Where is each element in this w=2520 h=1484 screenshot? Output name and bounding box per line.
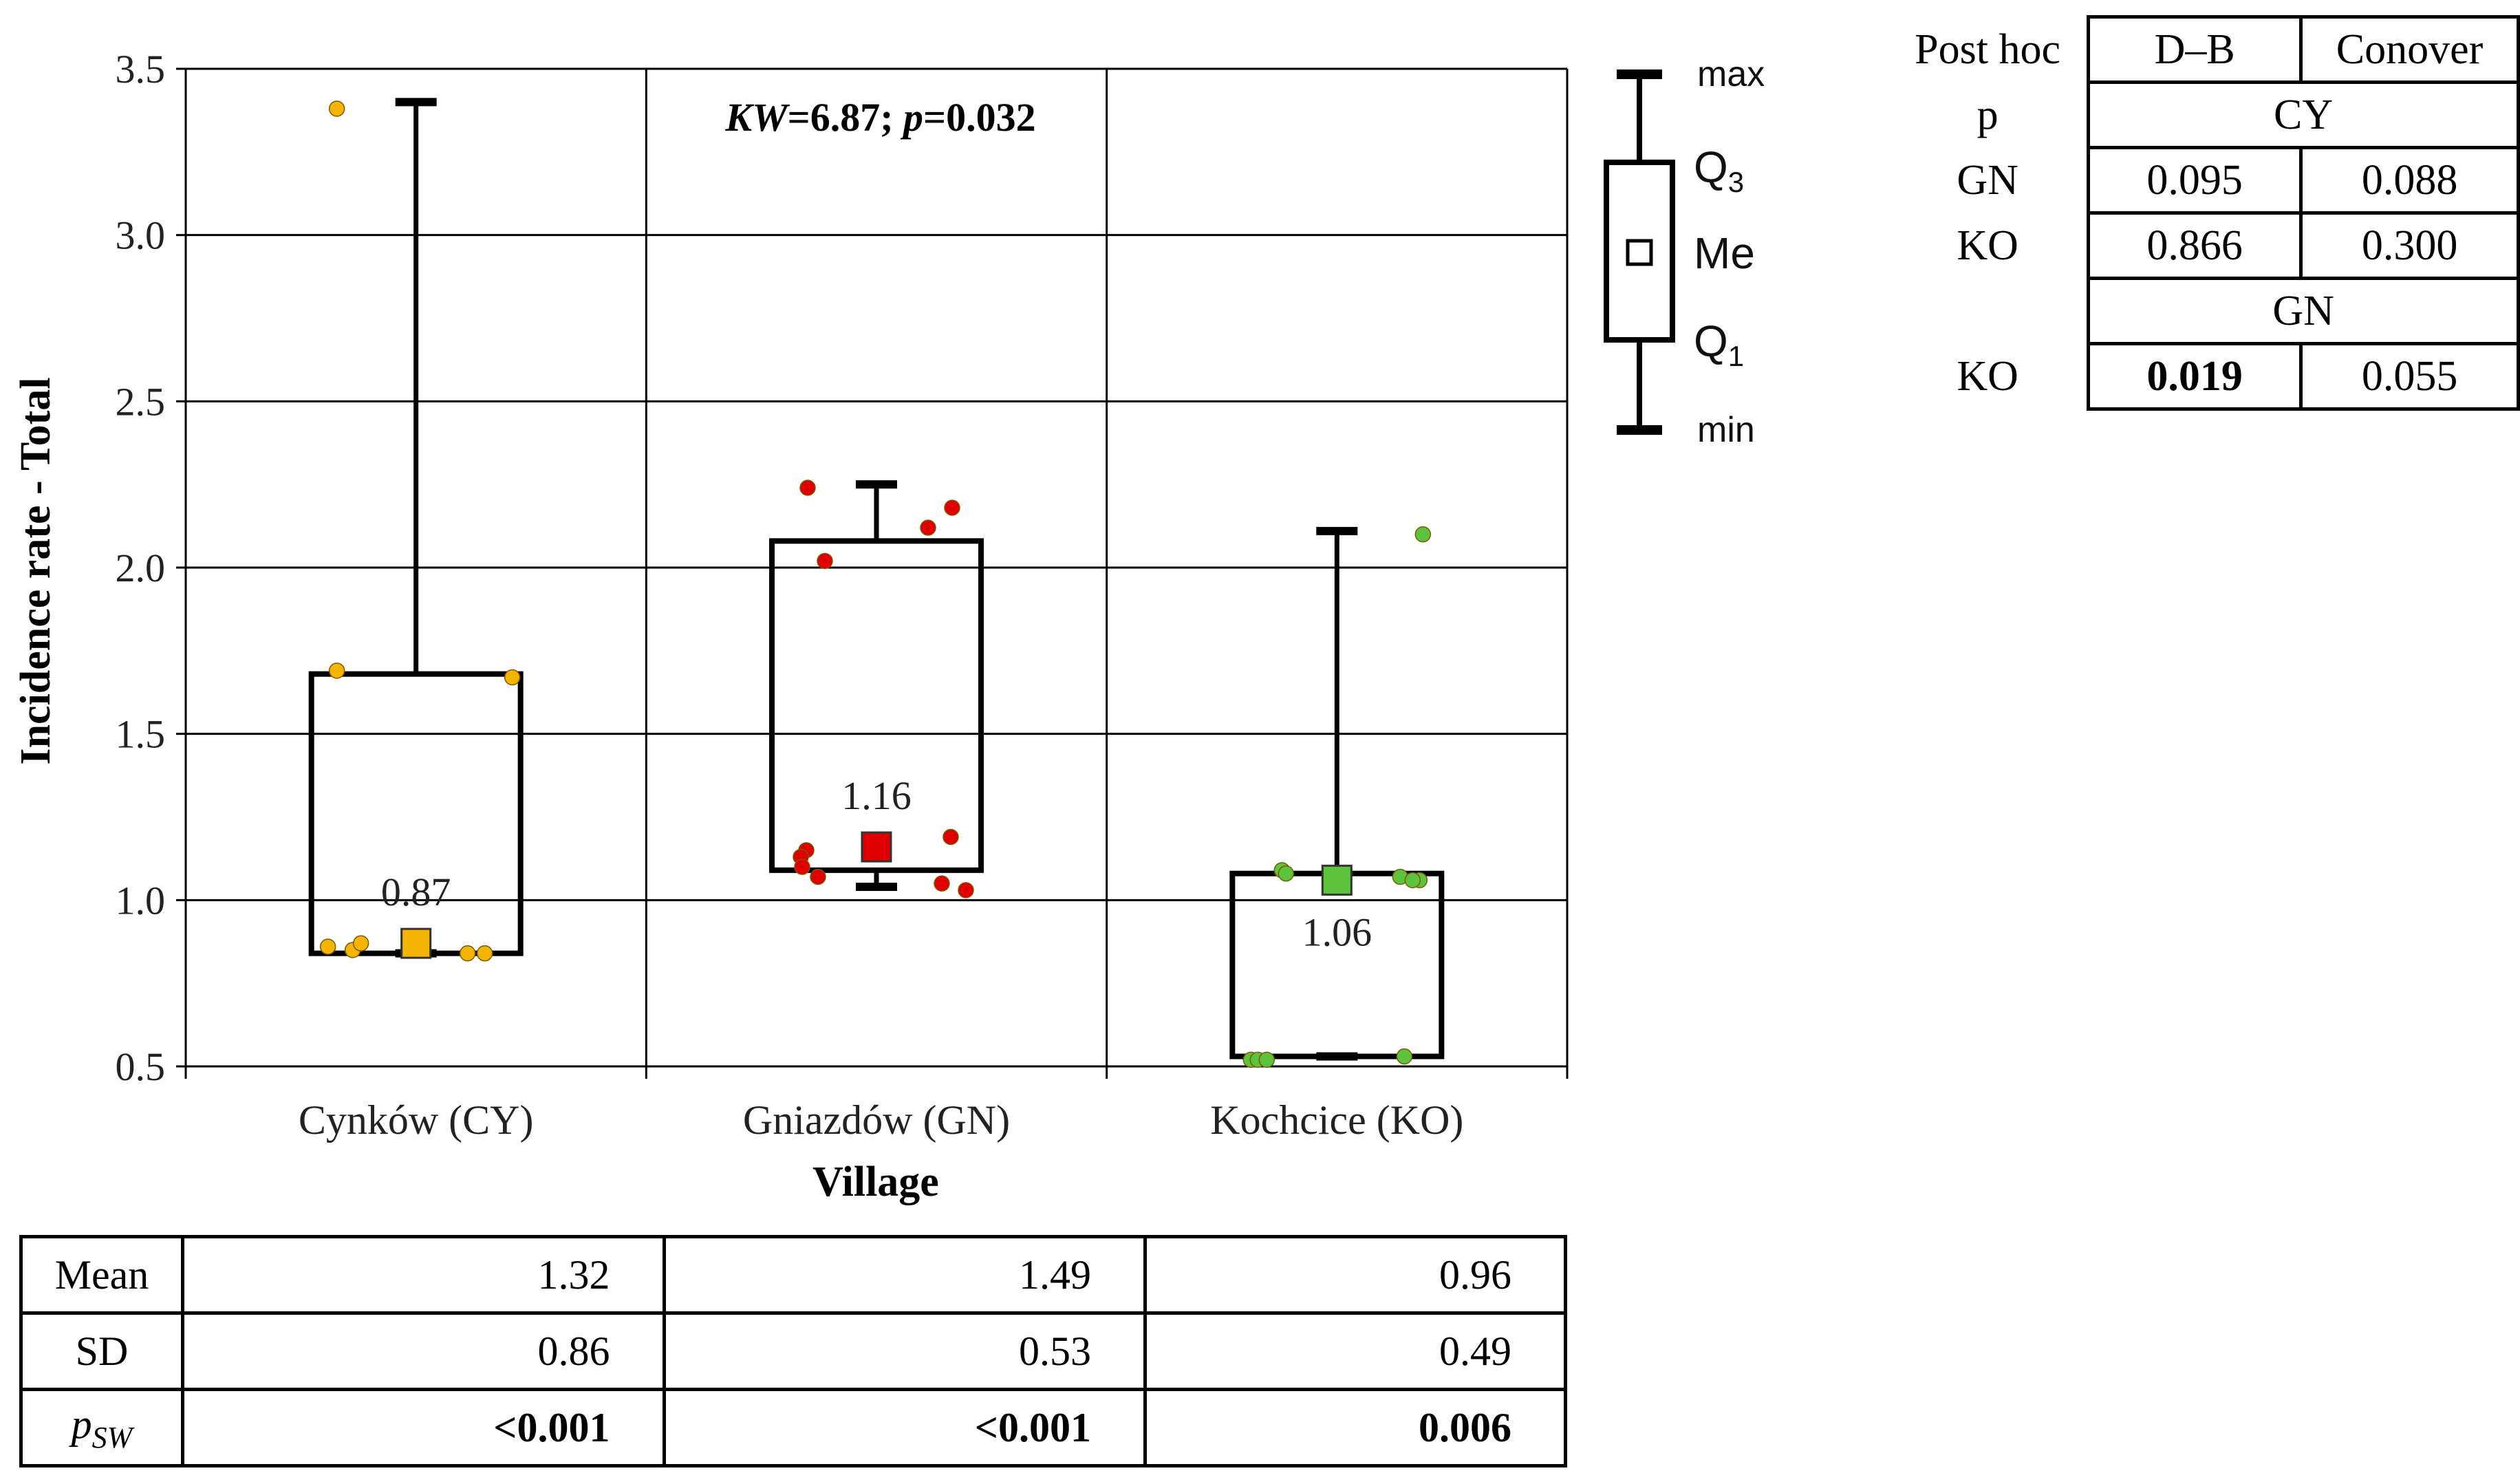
boxplot-legend: max Q3 Me Q1 min bbox=[1604, 54, 1765, 450]
data-point bbox=[1414, 526, 1432, 543]
legend-min: min bbox=[1697, 410, 1755, 450]
data-point bbox=[504, 669, 521, 686]
posthoc-cell: 0.019 bbox=[2087, 342, 2303, 411]
posthoc-row-label: KO bbox=[1957, 352, 2018, 400]
stats-cell: 0.53 bbox=[662, 1311, 1147, 1391]
data-point bbox=[352, 935, 369, 951]
p-value: =0.032 bbox=[923, 95, 1036, 140]
posthoc-title: Post hoc bbox=[1915, 25, 2061, 73]
posthoc-table: Post hoc D–B Conover p CY GN 0.095 0.088… bbox=[1888, 15, 2520, 411]
y-tick-label: 2.5 bbox=[116, 379, 166, 424]
data-point bbox=[934, 875, 950, 892]
psw-sub: SW bbox=[91, 1420, 133, 1454]
stats-cell: 0.49 bbox=[1143, 1311, 1567, 1391]
summary-stats-table: Mean 1.32 1.49 0.96 SD 0.86 0.53 0.49 pS… bbox=[19, 1235, 1567, 1467]
median-label: 1.16 bbox=[841, 773, 912, 818]
data-point bbox=[1396, 1048, 1413, 1065]
data-point bbox=[1258, 1051, 1275, 1068]
median-marker-icon bbox=[1626, 239, 1653, 266]
y-tick-label: 0.5 bbox=[116, 1044, 166, 1089]
posthoc-row-label: KO bbox=[1957, 222, 2018, 269]
data-point bbox=[799, 480, 816, 496]
posthoc-group-cy: CY bbox=[2087, 80, 2520, 149]
stats-cell: 1.32 bbox=[181, 1235, 666, 1315]
median-marker bbox=[400, 927, 432, 959]
y-tick-label: 3.0 bbox=[116, 213, 166, 258]
posthoc-group-gn: GN bbox=[2087, 277, 2520, 345]
stats-cell: 0.006 bbox=[1143, 1388, 1567, 1467]
data-point bbox=[328, 100, 345, 117]
data-point bbox=[817, 552, 833, 570]
stats-label-psw: pSW bbox=[19, 1388, 184, 1467]
legend-max: max bbox=[1697, 54, 1765, 94]
data-point bbox=[943, 828, 959, 846]
data-point bbox=[920, 519, 936, 536]
posthoc-row-label: GN bbox=[1957, 156, 2018, 204]
x-axis-categories: Cynków (CY) Gniazdów (GN) Kochcice (KO) bbox=[299, 1097, 1464, 1143]
y-axis-ticks: 0.5 1.0 1.5 2.0 2.5 3.0 3.5 bbox=[116, 47, 186, 1089]
psw-main: p bbox=[71, 1401, 92, 1447]
box-group: 1.06 bbox=[1229, 526, 1445, 1068]
data-point bbox=[459, 945, 476, 962]
posthoc-col-conover: Conover bbox=[2299, 15, 2520, 84]
x-category-label: Gniazdów (GN) bbox=[743, 1097, 1010, 1143]
data-point bbox=[476, 945, 493, 962]
stats-label: Mean bbox=[19, 1235, 184, 1315]
legend-q1: Q1 bbox=[1694, 316, 1744, 372]
data-point bbox=[794, 859, 810, 875]
stats-cell: <0.001 bbox=[181, 1388, 666, 1467]
data-point bbox=[944, 499, 960, 516]
data-point bbox=[1278, 865, 1295, 882]
x-category-label: Kochcice (KO) bbox=[1210, 1097, 1463, 1143]
posthoc-p-label: p bbox=[1977, 91, 1999, 138]
box-group: 0.87 bbox=[308, 98, 524, 962]
median-marker bbox=[1321, 864, 1353, 896]
y-axis-label: Incidence rate - Total bbox=[12, 377, 59, 764]
stats-row-psw: pSW <0.001 <0.001 0.006 bbox=[19, 1388, 1567, 1467]
posthoc-cell: 0.055 bbox=[2299, 342, 2520, 411]
kruskal-wallis-annotation: KW=6.87; p=0.032 bbox=[724, 95, 1035, 140]
box-groups: 0.87 1.16 1.06 bbox=[308, 98, 1445, 1068]
stats-cell: 0.96 bbox=[1143, 1235, 1567, 1315]
iqr-box bbox=[769, 538, 984, 873]
stats-cell: 1.49 bbox=[662, 1235, 1147, 1315]
stats-label: SD bbox=[19, 1311, 184, 1391]
posthoc-col-db: D–B bbox=[2087, 15, 2303, 84]
data-point bbox=[319, 938, 336, 955]
y-tick-label: 1.5 bbox=[116, 712, 166, 757]
stats-row-sd: SD 0.86 0.53 0.49 bbox=[19, 1311, 1567, 1391]
y-tick-label: 3.5 bbox=[116, 47, 166, 92]
stats-cell: 0.86 bbox=[181, 1311, 666, 1391]
y-tick-label: 2.0 bbox=[116, 546, 166, 590]
median-label: 0.87 bbox=[381, 870, 451, 914]
data-point bbox=[810, 868, 826, 885]
posthoc-cell: 0.866 bbox=[2087, 211, 2303, 280]
median-marker bbox=[861, 831, 892, 863]
posthoc-cell: 0.088 bbox=[2299, 146, 2520, 215]
x-category-label: Cynków (CY) bbox=[299, 1097, 534, 1143]
y-tick-label: 1.0 bbox=[116, 878, 166, 923]
median-label: 1.06 bbox=[1302, 910, 1372, 954]
stats-cell: <0.001 bbox=[662, 1388, 1147, 1467]
legend-me: Me bbox=[1694, 228, 1755, 278]
box-group: 1.16 bbox=[769, 480, 984, 899]
p-label: p bbox=[900, 95, 923, 140]
x-axis-label: Village bbox=[812, 1159, 939, 1205]
stats-row-mean: Mean 1.32 1.49 0.96 bbox=[19, 1235, 1567, 1315]
data-point bbox=[958, 882, 974, 899]
kw-label: KW bbox=[724, 95, 790, 140]
data-point bbox=[328, 663, 345, 679]
posthoc-cell: 0.095 bbox=[2087, 146, 2303, 215]
kw-value: =6.87; bbox=[788, 95, 903, 140]
posthoc-cell: 0.300 bbox=[2299, 211, 2520, 280]
data-point bbox=[1404, 872, 1421, 889]
legend-q3: Q3 bbox=[1694, 142, 1744, 198]
